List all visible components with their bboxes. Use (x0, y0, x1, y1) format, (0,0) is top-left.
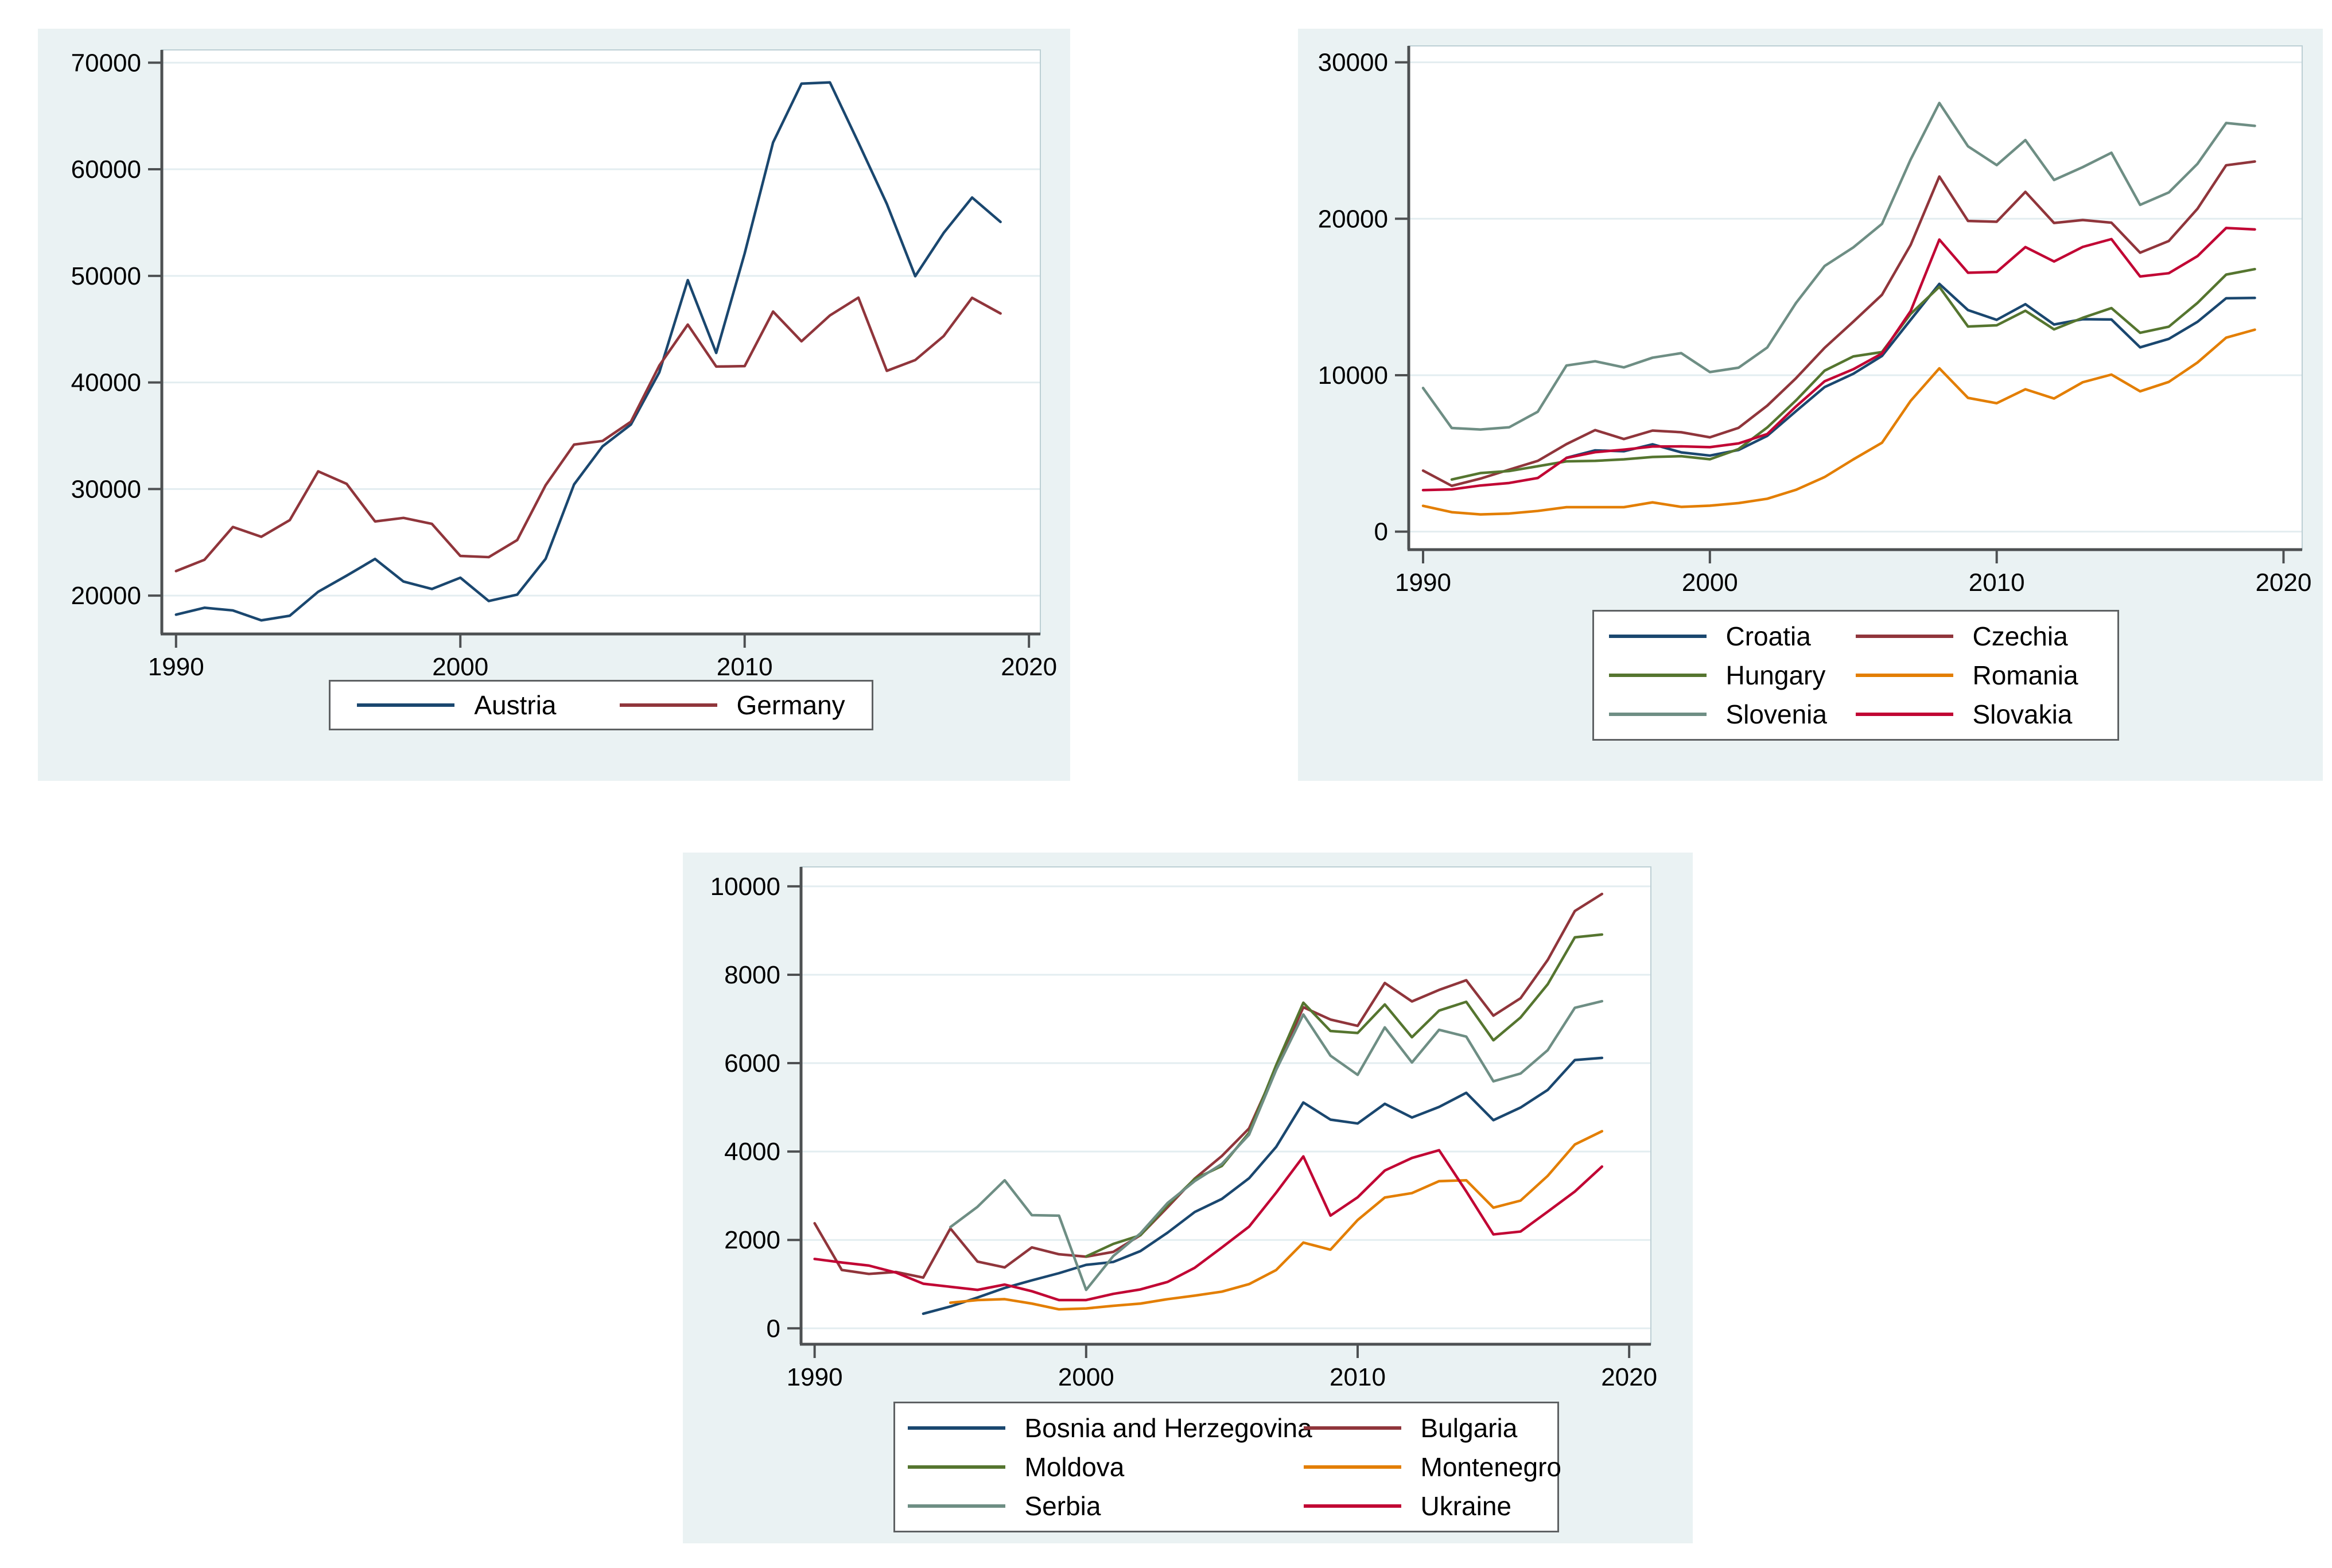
y-tick-label: 50000 (71, 262, 141, 290)
series-line-germany (174, 296, 1002, 573)
legend-box: Bosnia and Herzegovina Bulgaria Moldova Mon… (893, 1402, 1561, 1532)
legend-label: Ukraine (1420, 1491, 1512, 1521)
legend-item-montenegro: Montenegro (1303, 1450, 1561, 1484)
x-tick-label: 2000 (432, 653, 488, 681)
x-tick-label: 2020 (2256, 569, 2312, 597)
x-tick-label: 2010 (717, 653, 773, 681)
plot-area: 0 10000 20000 30000 1990 2000 2010 2020 (1318, 45, 2312, 597)
legend-label: Bosnia and Herzegovina (1024, 1413, 1312, 1443)
x-tick-label: 1990 (148, 653, 204, 681)
legend-box: Austria Germany (329, 680, 873, 730)
series-line-bosnia-and-herzegovina (922, 1056, 1604, 1316)
legend-line-swatch (1608, 635, 1707, 638)
legend-item-serbia: Serbia (907, 1489, 1304, 1523)
series-line-montenegro (949, 1130, 1604, 1311)
x-tick-label: 2000 (1058, 1363, 1114, 1391)
series-line-croatia (1565, 282, 2256, 460)
series-line-romania (1421, 328, 2256, 516)
y-tick-label: 20000 (71, 582, 141, 610)
plot-area: 0 2000 4000 6000 8000 10000 1990 2000 2010 2020 (710, 866, 1657, 1391)
y-tick-label: 40000 (71, 369, 141, 397)
legend-item-bulgaria: Bulgaria (1303, 1411, 1545, 1445)
legend-item-germany: Germany (619, 688, 845, 722)
chart-panel-austria-germany: 20000 30000 40000 50000 60000 70000 1990 2000 20… (38, 29, 1070, 781)
chart-panel-central-europe: 0 10000 20000 30000 1990 2000 2010 2020 Croatia C… (1298, 29, 2323, 781)
plot-area: 20000 30000 40000 50000 60000 70000 1990 2000 20… (71, 49, 1057, 681)
legend-line-swatch (1855, 635, 1953, 638)
legend-label: Montenegro (1420, 1452, 1562, 1482)
x-tick-label: 2010 (1969, 569, 2025, 597)
y-tick-label: 0 (1374, 518, 1388, 546)
series-line-slovakia (1421, 227, 2256, 492)
legend: Croatia Czechia Hungary Romania Slovenia Slov… (1409, 610, 2302, 741)
y-tick-label: 60000 (71, 155, 141, 184)
legend-item-moldova: Moldova (907, 1450, 1304, 1484)
legend-label: Romania (1972, 660, 2078, 690)
legend-line-swatch (907, 1504, 1005, 1508)
plot-region (162, 50, 1040, 634)
legend-line-swatch (907, 1465, 1005, 1469)
legend-line-swatch (1303, 1504, 1401, 1508)
legend-item-slovakia: Slovakia (1855, 698, 2102, 731)
legend-line-swatch (1608, 713, 1707, 716)
legend: Bosnia and Herzegovina Bulgaria Moldova Mon… (801, 1402, 1651, 1532)
series-line-austria (174, 81, 1002, 622)
legend-item-slovenia: Slovenia (1608, 698, 1856, 731)
series-line-ukraine (813, 1149, 1604, 1302)
x-tick-label: 2020 (1001, 653, 1057, 681)
legend-box: Croatia Czechia Hungary Romania Slovenia Slov… (1592, 610, 2119, 741)
legend-item-hungary: Hungary (1608, 659, 1856, 692)
legend-line-swatch (1855, 713, 1953, 716)
legend-label: Slovakia (1972, 699, 2073, 729)
y-tick-label: 30000 (1318, 49, 1388, 77)
series-line-hungary (1450, 267, 2256, 481)
legend-label: Hungary (1725, 660, 1826, 690)
legend-item-bosnia-and-herzegovina: Bosnia and Herzegovina (907, 1411, 1312, 1445)
legend-line-swatch (907, 1426, 1005, 1430)
legend-label: Moldova (1024, 1452, 1125, 1482)
y-tick-label: 30000 (71, 475, 141, 503)
legend-item-czechia: Czechia (1855, 620, 2102, 653)
x-tick-label: 2000 (1682, 569, 1738, 597)
series-line-czechia (1421, 160, 2256, 488)
legend: Austria Germany (162, 680, 1040, 730)
y-tick-label: 10000 (1318, 361, 1388, 390)
y-tick-label: 0 (767, 1314, 780, 1343)
legend-line-swatch (619, 703, 717, 707)
x-tick-label: 2020 (1601, 1363, 1657, 1391)
legend-line-swatch (1855, 674, 1953, 677)
legend-label: Germany (736, 690, 845, 720)
legend-label: Austria (474, 690, 557, 720)
legend-item-ukraine: Ukraine (1303, 1489, 1545, 1523)
y-tick-label: 10000 (710, 873, 780, 901)
legend-label: Croatia (1725, 621, 1811, 651)
legend-item-croatia: Croatia (1608, 620, 1856, 653)
x-tick-label: 1990 (1395, 569, 1451, 597)
legend-item-austria: Austria (357, 688, 557, 722)
legend-item-romania: Romania (1855, 659, 2102, 692)
y-tick-label: 70000 (71, 49, 141, 77)
legend-label: Czechia (1972, 621, 2068, 651)
y-tick-label: 4000 (724, 1138, 780, 1166)
chart-panel-southeast-europe: 0 2000 4000 6000 8000 10000 1990 2000 2010 2020 Bo… (683, 853, 1693, 1543)
legend-label: Slovenia (1725, 699, 1827, 729)
x-tick-label: 1990 (787, 1363, 843, 1391)
series-line-slovenia (1421, 102, 2256, 431)
legend-label: Serbia (1024, 1491, 1101, 1521)
y-tick-label: 6000 (724, 1049, 780, 1077)
legend-line-swatch (1303, 1465, 1401, 1469)
x-tick-label: 2010 (1330, 1363, 1386, 1391)
plot-region (801, 867, 1651, 1344)
legend-line-swatch (1303, 1426, 1401, 1430)
y-tick-label: 2000 (724, 1226, 780, 1254)
y-tick-label: 8000 (724, 961, 780, 989)
legend-line-swatch (357, 703, 455, 707)
y-tick-label: 20000 (1318, 205, 1388, 233)
legend-line-swatch (1608, 674, 1707, 677)
legend-label: Bulgaria (1420, 1413, 1518, 1443)
series-line-serbia (949, 999, 1604, 1291)
series-line-bulgaria (813, 892, 1604, 1279)
